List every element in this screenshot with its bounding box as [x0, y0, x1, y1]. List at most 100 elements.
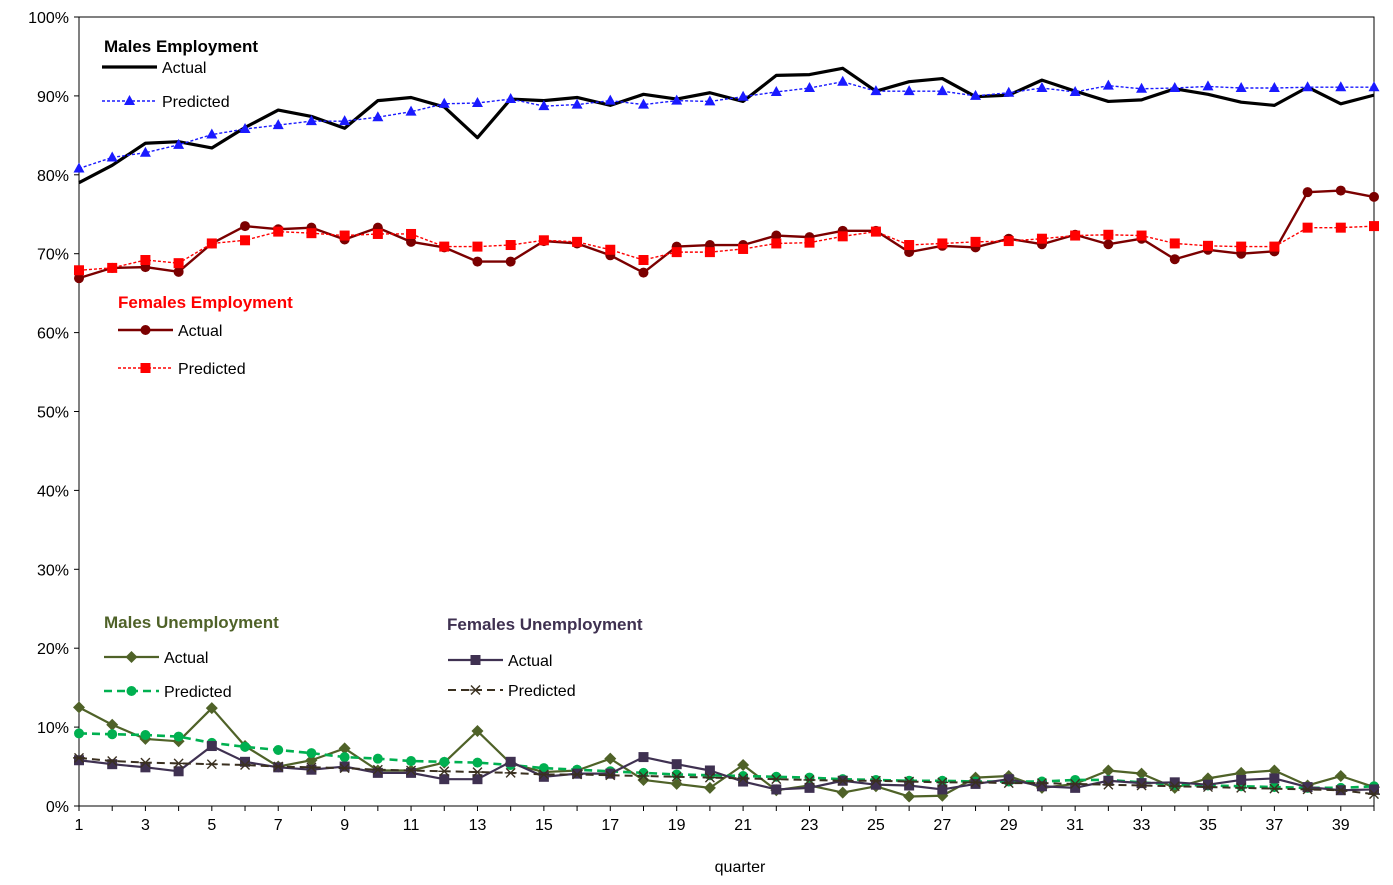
males-employment-predicted-point	[405, 105, 417, 116]
females-unemployment-actual-point	[1136, 778, 1147, 789]
females-employment-predicted-series	[74, 221, 1379, 276]
males-employment-legend: Males Employment Actual Predicted	[102, 37, 258, 111]
males-unemployment-predicted-point	[771, 771, 782, 782]
females-employment-predicted-point	[372, 228, 383, 239]
females-employment-predicted-point	[1136, 230, 1147, 241]
females-unemployment-actual-point	[671, 759, 682, 770]
females-employment-actual-series	[74, 185, 1379, 284]
x-tick-label: 35	[1199, 817, 1217, 834]
legend-label: Predicted	[164, 684, 232, 701]
y-tick-label: 20%	[37, 641, 69, 658]
females-unemployment-actual-point	[1036, 781, 1047, 792]
males-employment-predicted-point	[1368, 81, 1380, 92]
legend-title: Females Employment	[118, 293, 293, 312]
females-unemployment-predicted-point	[604, 770, 617, 781]
males-unemployment-predicted-point	[406, 756, 417, 767]
males-employment-predicted-point	[637, 98, 649, 109]
males-unemployment-predicted-point	[339, 752, 350, 763]
males-employment-predicted-point	[206, 128, 218, 139]
females-employment-predicted-point	[538, 235, 549, 246]
females-unemployment-predicted-point	[504, 767, 517, 778]
females-unemployment-predicted-point	[1135, 780, 1148, 791]
females-unemployment-actual-point	[1302, 782, 1313, 793]
females-unemployment-predicted-point	[1069, 778, 1082, 789]
females-employment-actual-point	[1369, 191, 1379, 202]
females-unemployment-predicted-point	[670, 771, 683, 782]
males-employment-predicted-point	[1069, 85, 1081, 96]
males-employment-predicted-point	[1335, 81, 1347, 92]
females-employment-actual-point	[74, 273, 84, 284]
males-employment-predicted-point	[1169, 82, 1181, 93]
females-employment-predicted-point	[1103, 229, 1114, 240]
females-unemployment-predicted-point	[1201, 782, 1214, 793]
females-unemployment-predicted-series	[73, 752, 1380, 800]
legend-label: Predicted	[178, 361, 246, 378]
males-unemployment-actual-point	[604, 752, 617, 765]
females-unemployment-predicted-point	[172, 758, 185, 769]
females-unemployment-predicted-point	[1235, 782, 1248, 793]
males-employment-predicted-point	[173, 138, 185, 149]
females-employment-predicted-point	[1070, 230, 1081, 241]
females-employment-actual-point	[1302, 187, 1313, 198]
males-unemployment-predicted-point	[538, 763, 549, 774]
males-unemployment-predicted-point	[372, 753, 383, 764]
males-unemployment-predicted-point	[1269, 782, 1280, 793]
females-unemployment-actual-point	[970, 778, 981, 789]
y-tick-label: 100%	[28, 10, 69, 27]
x-tick-label: 3	[141, 817, 150, 834]
y-tick-label: 90%	[37, 89, 69, 106]
females-employment-predicted-line	[78, 225, 1375, 271]
males-unemployment-predicted-point	[74, 728, 84, 739]
legend-label: Actual	[162, 60, 206, 77]
x-tick-label: 13	[469, 817, 487, 834]
males-unemployment-predicted-point	[273, 744, 284, 755]
females-employment-predicted-point	[74, 265, 84, 276]
males-employment-predicted-point	[239, 123, 251, 134]
x-tick-label: 37	[1265, 817, 1283, 834]
females-unemployment-actual-point	[372, 767, 383, 778]
females-unemployment-actual-point	[937, 784, 948, 795]
females-unemployment-predicted-point	[73, 752, 85, 763]
females-employment-predicted-point	[771, 238, 782, 249]
males-employment-predicted-point	[770, 85, 782, 96]
males-employment-predicted-series	[73, 75, 1380, 173]
males-employment-predicted-point	[438, 97, 450, 108]
females-employment-predicted-point	[904, 240, 915, 251]
males-employment-predicted-point	[1036, 82, 1048, 93]
males-employment-predicted-point	[305, 115, 317, 126]
females-unemployment-predicted-point	[471, 767, 484, 778]
females-unemployment-predicted-point	[139, 757, 152, 768]
males-employment-predicted-point	[936, 85, 948, 96]
females-employment-predicted-point	[1236, 241, 1247, 252]
males-employment-predicted-point	[837, 75, 849, 86]
males-employment-predicted-point	[73, 162, 85, 173]
females-employment-actual-line	[78, 189, 1375, 280]
females-unemployment-actual-point	[173, 766, 184, 777]
females-employment-predicted-point	[738, 243, 749, 254]
legend-marker	[140, 325, 151, 335]
males-unemployment-predicted-point	[306, 748, 317, 759]
y-tick-label: 60%	[37, 326, 69, 343]
females-unemployment-predicted-point	[106, 756, 119, 767]
y-tick-label: 80%	[37, 168, 69, 185]
legend-label: Predicted	[162, 94, 230, 111]
legend-label: Actual	[164, 650, 208, 667]
axes: 0%10%20%30%40%50%60%70%80%90%100%1 3 5 7 9 11…	[28, 10, 1375, 834]
males-unemployment-predicted-point	[671, 769, 682, 780]
legend-marker	[470, 655, 481, 665]
females-unemployment-actual-point	[704, 765, 715, 776]
females-unemployment-predicted-point	[1168, 781, 1181, 792]
males-employment-predicted-point	[870, 85, 882, 96]
females-employment-actual-point	[406, 236, 417, 247]
females-unemployment-actual-point	[1003, 774, 1014, 785]
males-unemployment-predicted-point	[173, 731, 184, 742]
males-unemployment-actual-point	[836, 786, 849, 799]
females-employment-predicted-point	[406, 228, 417, 239]
females-unemployment-predicted-point	[1102, 779, 1115, 790]
females-unemployment-predicted-point	[737, 773, 750, 784]
females-unemployment-predicted-point	[936, 777, 949, 788]
females-unemployment-actual-point	[306, 764, 317, 775]
males-unemployment-actual-point	[205, 702, 218, 715]
females-unemployment-predicted-point	[703, 772, 716, 783]
females-unemployment-actual-point	[1169, 777, 1180, 788]
